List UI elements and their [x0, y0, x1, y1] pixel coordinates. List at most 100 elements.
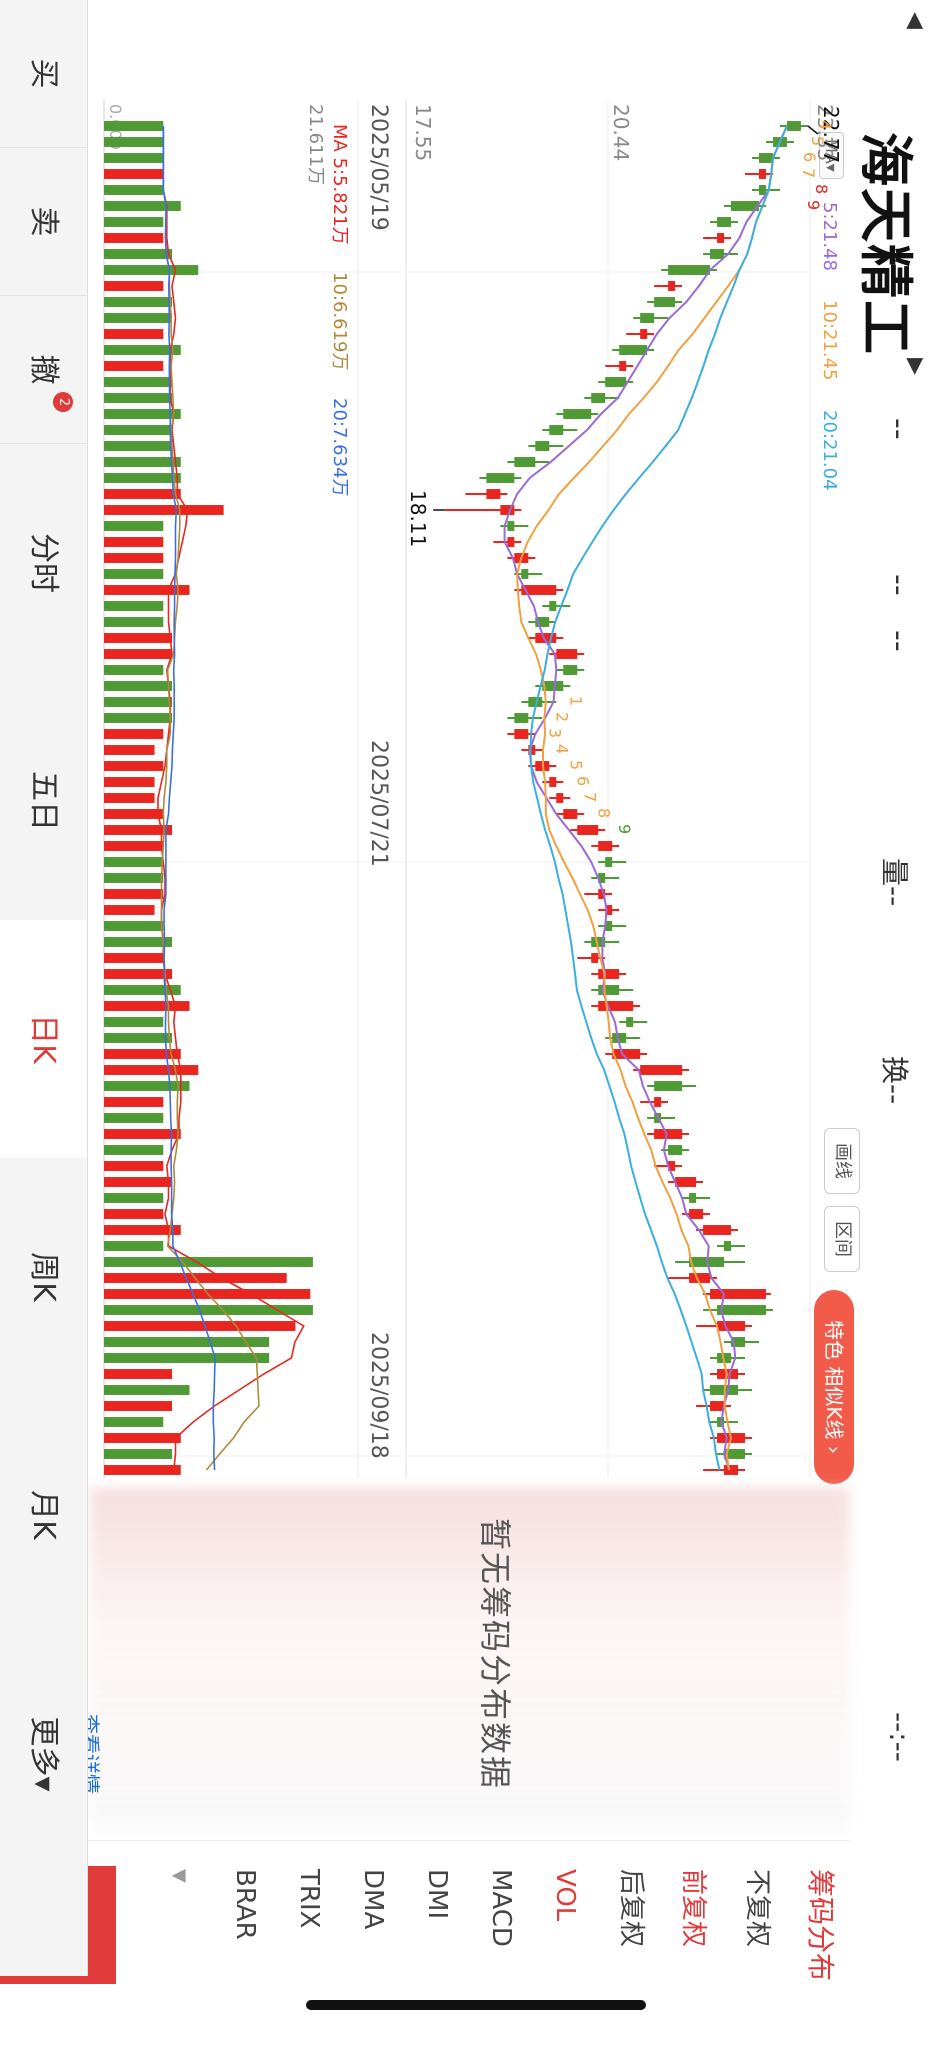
candle-body	[724, 1449, 745, 1459]
candle-body	[640, 313, 655, 323]
volume-bar	[104, 681, 173, 691]
volume-bar	[104, 985, 181, 995]
volume-bar	[104, 137, 164, 147]
volume-bar	[104, 1465, 181, 1475]
volume-bar	[104, 745, 155, 755]
candle-body	[710, 1289, 766, 1299]
volume-bar	[104, 921, 164, 931]
ma20-line	[529, 125, 788, 1471]
volume-bar	[104, 617, 164, 627]
candle-body	[486, 473, 515, 483]
sequence-mark: 2	[552, 712, 571, 722]
chip-distribution-title[interactable]: 筹码分布	[804, 1869, 837, 1982]
candle-body	[640, 329, 648, 339]
volume-bar	[104, 1097, 164, 1107]
volume-bar	[104, 809, 164, 819]
tab-daily-k[interactable]: 日K	[0, 920, 87, 1158]
tab-cancel[interactable]: 撤 2	[0, 296, 87, 444]
candle-body	[717, 233, 725, 243]
vol-ma20-line	[162, 126, 216, 1471]
indicator-side-menu: 筹码分布 不复权 前复权 后复权 VOL MACD DMI DMA TRIX B…	[70, 1840, 850, 2040]
candle-body	[521, 569, 529, 579]
volume-bar	[104, 1049, 181, 1059]
volume-bar	[104, 185, 164, 195]
candle-body	[654, 1081, 683, 1091]
tab-sell[interactable]: 卖	[0, 148, 87, 296]
more-indicators-arrow-icon[interactable]: ▼	[169, 1869, 190, 1883]
candle-body	[535, 441, 550, 451]
volume-bar	[104, 1017, 164, 1027]
side-item-backward-adjust[interactable]: 后复权	[616, 1869, 646, 1948]
side-item-macd[interactable]: MACD	[486, 1869, 516, 1947]
candle-body	[591, 393, 606, 403]
candle-body	[626, 1017, 634, 1027]
candle-body	[619, 361, 627, 371]
volume-bar	[104, 153, 164, 163]
volume-bar	[104, 233, 164, 243]
volume-bar	[104, 313, 173, 323]
volume-bar	[104, 393, 173, 403]
candle-body	[605, 857, 613, 867]
candle-body	[654, 297, 676, 307]
volume-bar	[104, 1161, 164, 1171]
volume-bar	[104, 729, 164, 739]
sequence-mark: 5	[566, 760, 585, 770]
candle-body	[556, 793, 564, 803]
volume-bar	[104, 1209, 164, 1219]
candle-body	[731, 201, 759, 211]
side-item-dma[interactable]: DMA	[358, 1869, 388, 1930]
volume-ma10-label: 10:6.619万	[329, 272, 350, 371]
side-item-brar[interactable]: BRAR	[230, 1869, 260, 1940]
volume-bar	[104, 937, 173, 947]
volume-bar	[104, 1129, 181, 1139]
no-chip-data-message: 暂无筹码分布数据	[476, 1518, 514, 1791]
tab-more[interactable]: 更多▾	[26, 1716, 61, 1792]
candle-body	[675, 1177, 697, 1187]
tab-cancel-label: 撤	[26, 354, 61, 385]
volume-bar	[104, 1145, 164, 1155]
candle-body	[654, 1097, 662, 1107]
volume-bar	[104, 1337, 270, 1347]
side-item-vol[interactable]: VOL	[550, 1869, 580, 1922]
volume-bar	[104, 457, 181, 467]
candle-body	[549, 425, 564, 435]
side-item-forward-adjust[interactable]: 前复权	[678, 1869, 708, 1948]
tab-monthly-k[interactable]: 月K	[26, 1490, 61, 1540]
candle-body	[521, 585, 557, 595]
volume-bar	[104, 441, 173, 451]
volume-bar	[104, 1401, 173, 1411]
volume-bar	[103, 505, 224, 515]
side-item-dmi[interactable]: DMI	[422, 1869, 452, 1920]
ma10-line	[516, 125, 788, 1471]
sequence-mark: 8	[812, 184, 831, 194]
sequence-mark: 1	[566, 696, 585, 706]
volume-bar	[104, 377, 173, 387]
volume-bar	[104, 1065, 199, 1075]
high-marker-line	[807, 125, 819, 135]
volume-bar	[104, 169, 164, 179]
tab-buy[interactable]: 买	[0, 0, 87, 148]
volume-bar	[104, 761, 164, 771]
volume-bar	[104, 793, 155, 803]
kline-chart[interactable]: 23.3320.4417.552025/05/192025/07/212025/…	[86, 0, 946, 1480]
side-item-trix[interactable]: TRIX	[294, 1869, 324, 1929]
volume-bar	[104, 569, 164, 579]
low-price-marker: 18.11	[406, 490, 430, 547]
candle-body	[654, 1129, 683, 1139]
candle-body	[598, 841, 613, 851]
volume-bar	[104, 361, 164, 371]
bottom-tab-bar: 买 卖 撤 2 分时 五日 日K 周K 月K 更多▾	[0, 0, 88, 1976]
volume-bar	[104, 425, 173, 435]
tab-intraday[interactable]: 分时	[26, 533, 61, 593]
candle-body	[598, 985, 620, 995]
volume-bar	[104, 1353, 270, 1363]
tab-five-day[interactable]: 五日	[26, 771, 61, 831]
side-item-no-adjust[interactable]: 不复权	[742, 1869, 772, 1948]
date-label: 2025/07/21	[366, 740, 391, 867]
candle-body	[758, 185, 766, 195]
volume-bar	[104, 697, 173, 707]
volume-bar	[104, 1001, 190, 1011]
candle-body	[668, 281, 676, 291]
tab-weekly-k[interactable]: 周K	[26, 1252, 61, 1302]
